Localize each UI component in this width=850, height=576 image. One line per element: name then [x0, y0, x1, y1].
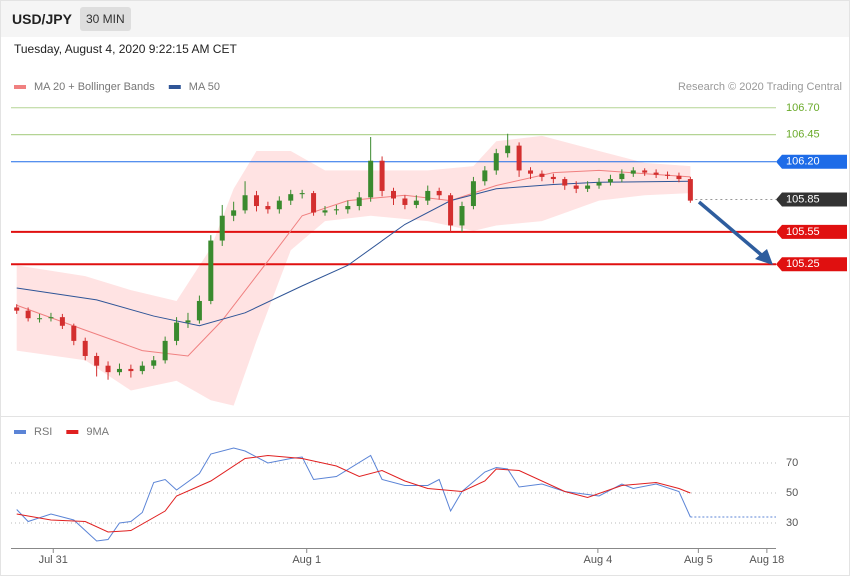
candle-body — [470, 181, 476, 207]
y-tick-label: 30 — [786, 517, 798, 529]
candle-body — [174, 322, 180, 341]
candle-body — [505, 145, 511, 154]
legend-label: MA 20 + Bollinger Bands — [34, 81, 155, 93]
candle-body — [516, 145, 522, 171]
level-label: 106.45 — [786, 129, 820, 141]
candle-body — [425, 190, 431, 201]
interval-badge[interactable]: 30 MIN — [80, 7, 131, 31]
candle-body — [82, 340, 88, 356]
moving-average — [16, 180, 691, 327]
legend-label: RSI — [34, 426, 52, 438]
candle-body — [322, 210, 328, 213]
candle-body — [619, 173, 625, 180]
candle-body — [356, 197, 362, 207]
candle-body — [151, 360, 157, 366]
candle-body — [482, 170, 488, 182]
candle-body — [276, 200, 282, 210]
candle-body — [391, 190, 396, 199]
y-tick-label: 70 — [786, 457, 798, 469]
level-tag — [776, 192, 847, 207]
timestamp: Tuesday, August 4, 2020 9:22:15 AM CET — [14, 42, 237, 56]
candle-body — [676, 175, 682, 180]
candle-body — [585, 185, 591, 189]
level-tag — [776, 154, 847, 169]
level-tag — [776, 257, 847, 272]
x-tick-label: Jul 31 — [39, 554, 68, 566]
candle-body — [185, 320, 191, 323]
candle-body — [368, 160, 374, 198]
candle-body — [550, 176, 556, 180]
candle-body — [196, 300, 202, 321]
forecast-arrow — [697, 200, 773, 265]
candle-body — [573, 185, 579, 189]
candle-body — [402, 198, 408, 205]
level-tag — [776, 224, 847, 239]
candle-body — [665, 174, 671, 176]
candle-body — [311, 193, 317, 213]
level-label: 106.20 — [786, 156, 820, 168]
candle-body — [653, 172, 659, 175]
candle-body — [299, 193, 305, 195]
candle-body — [379, 160, 385, 191]
symbol: USD/JPY — [12, 11, 72, 27]
x-tick-label: Aug 5 — [684, 554, 713, 566]
level-label: 105.25 — [786, 258, 820, 270]
credit: Research © 2020 Trading Central — [678, 81, 842, 93]
candle-body — [562, 179, 568, 186]
candle-body — [459, 206, 465, 226]
candle-body — [288, 194, 294, 201]
candle-body — [436, 190, 442, 196]
bollinger-band — [16, 135, 691, 406]
candle-body — [128, 368, 134, 372]
candle-body — [642, 170, 648, 173]
level-label: 106.70 — [786, 102, 820, 114]
legend-swatch — [14, 430, 26, 434]
candle-body — [448, 195, 454, 226]
x-tick-label: Aug 4 — [584, 554, 613, 566]
candle-body — [630, 170, 636, 174]
candle-body — [242, 195, 248, 211]
candle-body — [607, 179, 613, 183]
candle-body — [596, 182, 602, 186]
candle-body — [14, 307, 20, 311]
candle-body — [231, 210, 237, 216]
legend-swatch — [168, 85, 181, 89]
y-tick-label: 50 — [786, 487, 798, 499]
candle-body — [413, 200, 419, 205]
candle-body — [25, 310, 31, 319]
candle-body — [116, 368, 122, 373]
candle-body — [528, 170, 534, 174]
candle-body — [105, 365, 111, 373]
candle-body — [139, 365, 145, 372]
x-tick-label: Aug 18 — [749, 554, 784, 566]
candle-body — [493, 153, 499, 171]
candle-body — [253, 195, 259, 207]
legend-swatch — [66, 430, 79, 434]
x-tick-label: Aug 1 — [292, 554, 321, 566]
indicator-line — [16, 447, 691, 542]
candle-body — [59, 317, 65, 326]
legend-label: 9MA — [86, 426, 109, 438]
candle-body — [687, 179, 693, 201]
candle-body — [265, 206, 271, 210]
level-label: 105.85 — [786, 193, 820, 205]
candle-body — [345, 206, 351, 210]
legend-label: MA 50 — [189, 81, 220, 93]
top-bar: USD/JPY 30 MIN — [1, 1, 849, 37]
level-label: 105.55 — [786, 226, 820, 238]
candle-body — [333, 209, 339, 211]
candle-body — [71, 325, 77, 341]
candle-body — [37, 318, 43, 320]
indicator-line — [16, 454, 691, 533]
candle-body — [539, 173, 545, 177]
legend-swatch — [14, 85, 26, 89]
candle-body — [208, 240, 214, 301]
candle-body — [48, 317, 54, 319]
candle-body — [162, 340, 168, 361]
candle-body — [94, 355, 100, 366]
candle-body — [219, 215, 225, 241]
